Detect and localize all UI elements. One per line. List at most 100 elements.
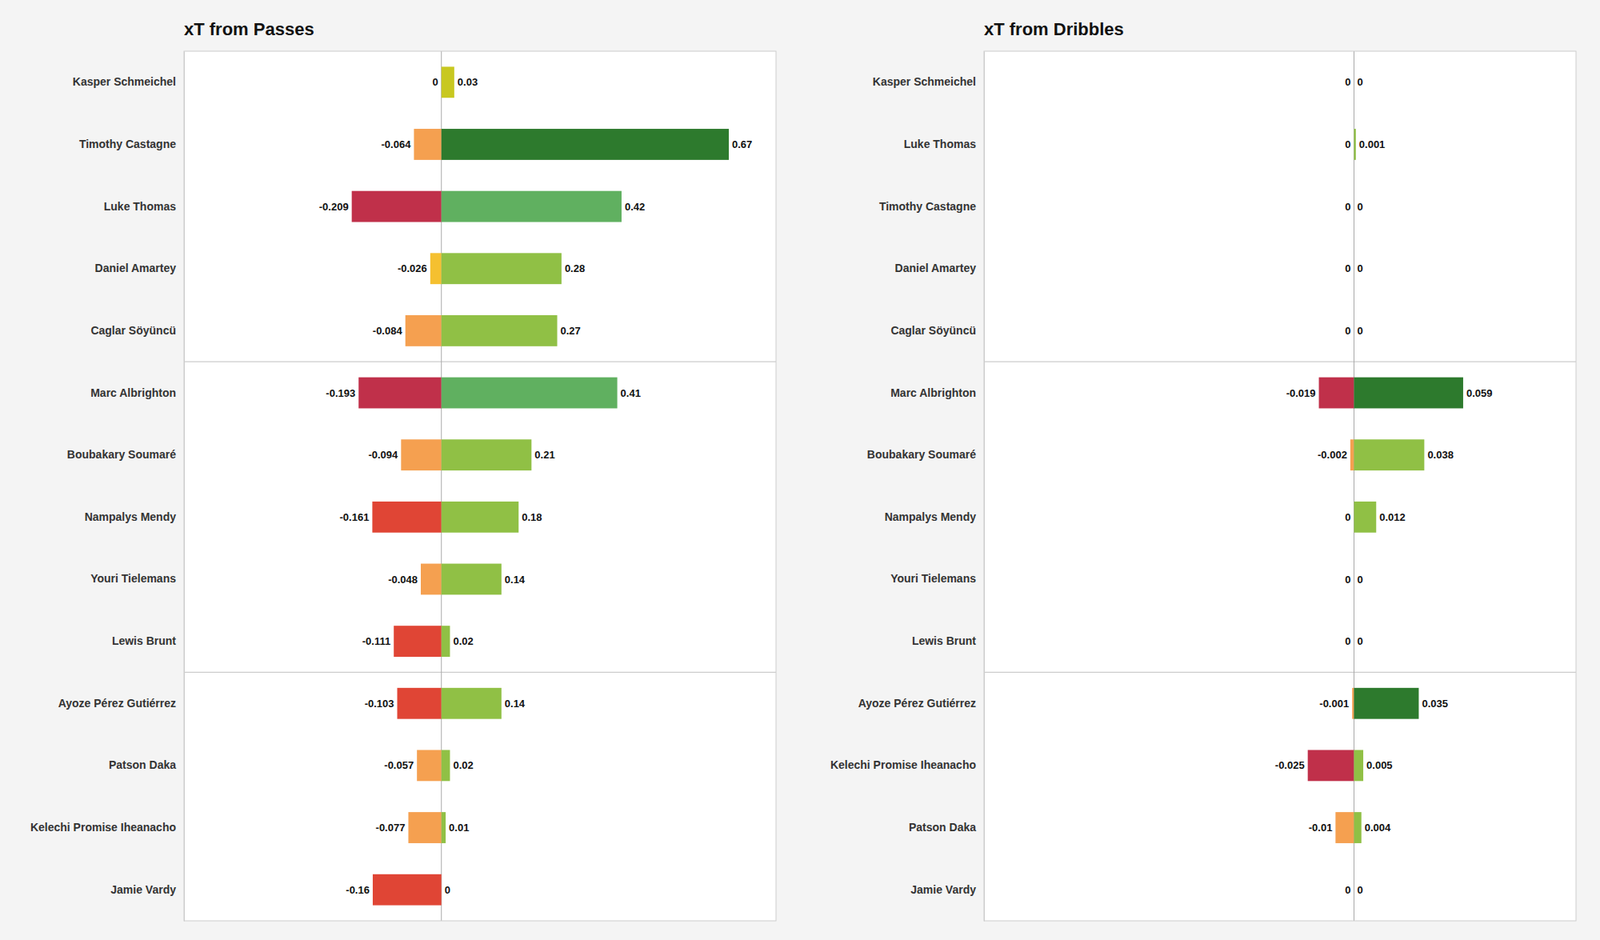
- data-label: 0.14: [504, 697, 526, 710]
- category-label: Kasper Schmeichel: [872, 75, 976, 88]
- data-label: 0: [1344, 573, 1351, 586]
- data-label: 0.27: [560, 324, 581, 337]
- data-label: 0: [1357, 200, 1364, 213]
- category-label: Boubakary Soumaré: [867, 448, 976, 461]
- y-axis: Kasper Schmeichel Luke Thomas Timothy Cast…: [830, 52, 985, 922]
- data-label: 0.038: [1427, 448, 1454, 461]
- plot-area: 00000-0.019-0.002000-0.001-0.025-0.01000…: [830, 51, 1576, 922]
- tick: Nampalys Mendy: [84, 510, 177, 524]
- tick: Boubakary Soumaré: [867, 448, 976, 461]
- bar: [352, 191, 442, 223]
- bar: [358, 377, 441, 409]
- tick: Kelechi Promise Iheanacho: [30, 820, 176, 834]
- tick: Kasper Schmeichel: [872, 75, 976, 88]
- panel: 0-0.064-0.209-0.026-0.084-0.193-0.094-0.…: [30, 19, 776, 922]
- data-label: 0.01: [448, 821, 469, 834]
- title: xT from Dribbles: [984, 19, 1124, 40]
- bar: [441, 128, 729, 160]
- bar: [1354, 439, 1425, 471]
- plot-frame: [184, 51, 776, 921]
- marks: [984, 51, 1576, 921]
- bar: [441, 66, 455, 98]
- bar: [441, 749, 451, 781]
- tick: Marc Albrighton: [890, 386, 976, 400]
- data-label: 0.012: [1379, 511, 1406, 524]
- data-label: 0.28: [564, 262, 585, 275]
- data-label: -0.057: [384, 759, 414, 772]
- category-label: Daniel Amartey: [895, 261, 977, 275]
- zero-line: [1353, 51, 1355, 921]
- tick: Caglar Söyüncü: [90, 324, 176, 337]
- tick: Jamie Vardy: [110, 883, 176, 896]
- tick: Youri Tielemans: [890, 572, 976, 585]
- separator: [184, 672, 776, 673]
- plot-background: [984, 51, 1576, 921]
- bar: [441, 315, 558, 347]
- data-label: 0.03: [457, 76, 478, 88]
- bar: [441, 688, 502, 720]
- data-label: 0: [432, 76, 439, 88]
- data-label: -0.103: [364, 697, 395, 710]
- data-labels: 00000-0.019-0.002000-0.001-0.025-0.01000…: [1275, 76, 1493, 896]
- data-label: 0: [1357, 324, 1364, 337]
- data-labels: 0-0.064-0.209-0.026-0.084-0.193-0.094-0.…: [319, 76, 753, 896]
- data-label: -0.001: [1319, 697, 1349, 710]
- category-label: Nampalys Mendy: [84, 510, 177, 524]
- category-label: Ayoze Pérez Gutiérrez: [58, 696, 176, 710]
- tick: Timothy Castagne: [79, 137, 176, 151]
- tick: Caglar Söyüncü: [890, 324, 976, 337]
- bar: [1350, 439, 1355, 471]
- bar: [1354, 128, 1356, 160]
- bar: [1354, 749, 1364, 781]
- category-label: Daniel Amartey: [95, 261, 177, 275]
- data-label: -0.094: [368, 448, 399, 461]
- tick: Nampalys Mendy: [884, 510, 977, 524]
- separator: [984, 672, 1576, 673]
- bar: [1354, 812, 1362, 844]
- data-label: 0: [1344, 511, 1351, 524]
- data-label: 0: [1357, 884, 1364, 896]
- bar: [413, 128, 441, 160]
- data-label: 0.67: [732, 138, 752, 151]
- category-label: Patson Daka: [908, 820, 976, 834]
- data-label: 0: [1357, 76, 1364, 88]
- tick: Daniel Amartey: [95, 261, 177, 275]
- data-label: -0.025: [1275, 759, 1305, 772]
- data-label: 0.18: [521, 511, 542, 524]
- bar: [441, 564, 502, 596]
- bar: [1308, 749, 1355, 781]
- data-label: -0.002: [1317, 448, 1348, 461]
- tick: Timothy Castagne: [879, 200, 976, 213]
- tick: Marc Albrighton: [90, 386, 176, 400]
- tick: Lewis Brunt: [912, 634, 976, 648]
- category-label: Youri Tielemans: [90, 572, 176, 585]
- data-label: 0.059: [1466, 387, 1493, 400]
- bar: [372, 501, 441, 533]
- category-label: Youri Tielemans: [890, 572, 976, 585]
- bar: [441, 812, 446, 844]
- data-label: 0.005: [1366, 759, 1393, 772]
- data-label: -0.064: [381, 138, 412, 151]
- data-label: 0: [1344, 324, 1351, 337]
- data-label: 0.004: [1364, 821, 1392, 834]
- data-label: 0: [1344, 200, 1351, 213]
- data-label: -0.193: [325, 387, 356, 400]
- data-label: 0.001: [1359, 138, 1386, 151]
- data-label: 0: [1344, 138, 1351, 151]
- bar: [1352, 688, 1354, 720]
- bar: [1354, 688, 1420, 720]
- data-label: 0: [1357, 573, 1364, 586]
- data-label: 0.035: [1421, 697, 1448, 710]
- bar: [372, 874, 442, 906]
- plot-background: [184, 51, 776, 921]
- data-label: -0.048: [388, 573, 418, 586]
- data-label: -0.161: [340, 511, 370, 524]
- category-label: Timothy Castagne: [879, 200, 976, 213]
- category-label: Caglar Söyüncü: [90, 324, 176, 337]
- bar: [400, 439, 441, 471]
- marks: [184, 51, 776, 921]
- tick: Luke Thomas: [104, 200, 176, 213]
- category-label: Luke Thomas: [904, 137, 976, 151]
- category-label: Caglar Söyüncü: [890, 324, 976, 337]
- tick: Youri Tielemans: [90, 572, 176, 585]
